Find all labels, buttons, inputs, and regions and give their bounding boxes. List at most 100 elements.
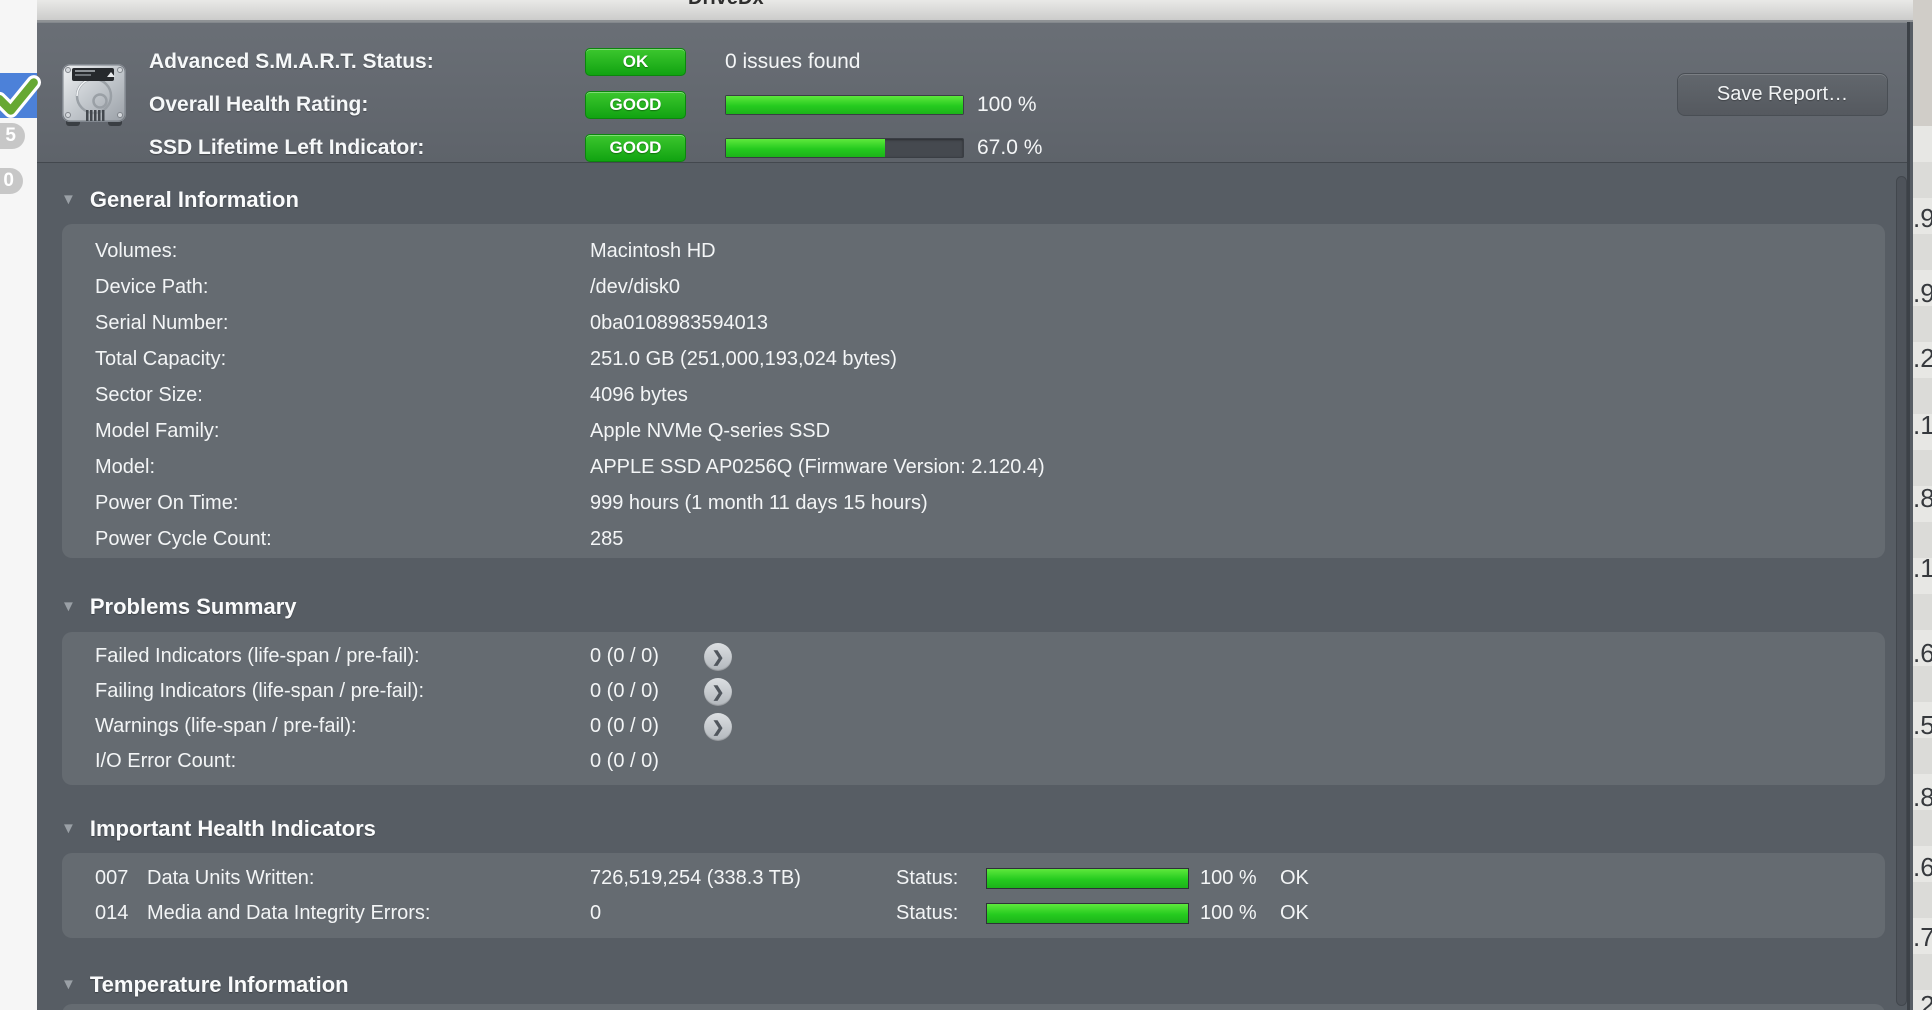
partial-value: .6 bbox=[1913, 639, 1932, 667]
row-label: Serial Number: bbox=[95, 311, 229, 334]
row-value: /dev/disk0 bbox=[590, 275, 681, 298]
ssd-lifetime-bar bbox=[725, 138, 964, 158]
health-indicators-card: 007 Data Units Written: 726,519,254 (338… bbox=[62, 853, 1885, 938]
indicator-id: 007 bbox=[95, 867, 129, 889]
ssd-lifetime-label: SSD Lifetime Left Indicator: bbox=[149, 136, 425, 159]
section-title: Temperature Information bbox=[89, 972, 349, 997]
background-window-sliver-top bbox=[1913, 0, 1932, 126]
info-row: Model Family: Apple NVMe Q-series SSD bbox=[62, 413, 1885, 449]
indicator-value: 726,519,254 (338.3 TB) bbox=[590, 867, 801, 889]
section-header-health[interactable]: ▼ Important Health Indicators bbox=[61, 816, 376, 841]
ssd-lifetime-percent: 67.0 % bbox=[977, 136, 1043, 159]
partial-value: .8 bbox=[1913, 484, 1932, 512]
section-title: Problems Summary bbox=[89, 594, 297, 619]
problem-row: Warnings (life-span / pre-fail): 0 (0 / … bbox=[62, 709, 1885, 744]
partial-value: .9 bbox=[1913, 204, 1932, 232]
hard-drive-icon bbox=[62, 64, 126, 126]
info-row: Volumes: Macintosh HD bbox=[62, 233, 1885, 269]
green-checkmark-icon bbox=[0, 75, 41, 118]
status-label: Status: bbox=[896, 902, 959, 924]
row-label: Sector Size: bbox=[95, 383, 203, 406]
row-value: APPLE SSD AP0256Q (Firmware Version: 2.1… bbox=[590, 455, 1045, 478]
health-rating-percent: 100 % bbox=[977, 93, 1037, 116]
temperature-card bbox=[62, 1004, 1885, 1010]
indicator-status-bar bbox=[986, 902, 1189, 924]
info-row: Model: APPLE SSD AP0256Q (Firmware Versi… bbox=[62, 449, 1885, 485]
smart-status-label: Advanced S.M.A.R.T. Status: bbox=[149, 50, 434, 73]
selected-drive-tile[interactable] bbox=[0, 73, 41, 118]
row-label: Device Path: bbox=[95, 275, 209, 298]
save-report-button[interactable]: Save Report… bbox=[1677, 73, 1888, 116]
problems-summary-card: Failed Indicators (life-span / pre-fail)… bbox=[62, 632, 1885, 785]
background-window-sliver: .9 .9 .2 .1 .8 .1 .6 .5 .8 .6 .7 .2 bbox=[1913, 126, 1932, 1010]
row-value: 0 (0 / 0) bbox=[590, 750, 659, 772]
drive-list-strip: 5 0 bbox=[0, 0, 41, 1010]
partial-value: .2 bbox=[1913, 991, 1932, 1010]
section-title: General Information bbox=[89, 187, 299, 212]
drive-count-badge[interactable]: 0 bbox=[0, 168, 23, 194]
row-label: Model Family: bbox=[95, 419, 220, 442]
indicator-row: 014 Media and Data Integrity Errors: 0 S… bbox=[62, 896, 1885, 931]
drivedx-window: Advanced S.M.A.R.T. Status: Overall Heal… bbox=[37, 22, 1910, 1010]
section-header-general[interactable]: ▼ General Information bbox=[61, 187, 299, 212]
disclosure-triangle-icon[interactable]: ▼ bbox=[61, 191, 76, 208]
indicator-status-bar-fill bbox=[987, 903, 1188, 923]
status-badge-good: GOOD bbox=[585, 91, 686, 119]
row-label: Total Capacity: bbox=[95, 347, 227, 370]
row-value: 0ba0108983594013 bbox=[590, 311, 768, 334]
indicator-label: Data Units Written: bbox=[147, 867, 315, 889]
row-value: 0 (0 / 0) bbox=[590, 715, 659, 737]
issues-found-text: 0 issues found bbox=[725, 50, 861, 73]
partial-value: .1 bbox=[1913, 554, 1932, 582]
row-label: Failing Indicators (life-span / pre-fail… bbox=[95, 680, 425, 702]
indicator-status-bar bbox=[986, 867, 1189, 889]
section-title: Important Health Indicators bbox=[89, 816, 376, 841]
problem-row: Failing Indicators (life-span / pre-fail… bbox=[62, 674, 1885, 709]
status-badge-ok: OK bbox=[585, 48, 686, 76]
health-rating-label: Overall Health Rating: bbox=[149, 93, 369, 116]
health-rating-bar-fill bbox=[726, 96, 963, 114]
partial-value: .1 bbox=[1913, 411, 1932, 439]
row-label: Warnings (life-span / pre-fail): bbox=[95, 715, 357, 737]
disclosure-triangle-icon[interactable]: ▼ bbox=[61, 598, 76, 615]
info-row: Serial Number: 0ba0108983594013 bbox=[62, 305, 1885, 341]
row-label: Volumes: bbox=[95, 239, 178, 262]
indicator-status-bar-fill bbox=[987, 868, 1188, 888]
health-rating-bar bbox=[725, 95, 964, 115]
disclosure-triangle-icon[interactable]: ▼ bbox=[61, 820, 76, 837]
general-information-card: Volumes: Macintosh HD Device Path: /dev/… bbox=[62, 224, 1885, 558]
info-row: Device Path: /dev/disk0 bbox=[62, 269, 1885, 305]
disclosure-triangle-icon[interactable]: ▼ bbox=[61, 976, 76, 993]
problem-row: I/O Error Count: 0 (0 / 0) bbox=[62, 744, 1885, 779]
indicator-state: OK bbox=[1280, 902, 1309, 924]
row-value: 999 hours (1 month 11 days 15 hours) bbox=[590, 491, 928, 514]
row-label: Power On Time: bbox=[95, 491, 239, 514]
row-label: I/O Error Count: bbox=[95, 750, 237, 772]
info-row: Total Capacity: 251.0 GB (251,000,193,02… bbox=[62, 341, 1885, 377]
indicator-value: 0 bbox=[590, 902, 602, 924]
ssd-lifetime-bar-fill bbox=[726, 139, 885, 157]
vertical-scrollbar[interactable] bbox=[1896, 176, 1907, 1006]
detail-arrow-button[interactable]: ❯ bbox=[704, 677, 732, 706]
section-header-problems[interactable]: ▼ Problems Summary bbox=[61, 594, 297, 619]
partial-value: .9 bbox=[1913, 279, 1932, 307]
partial-value: .8 bbox=[1913, 783, 1932, 811]
info-row: Sector Size: 4096 bytes bbox=[62, 377, 1885, 413]
row-value: Apple NVMe Q-series SSD bbox=[590, 419, 831, 442]
info-row: Power Cycle Count: 285 bbox=[62, 521, 1885, 557]
detail-arrow-button[interactable]: ❯ bbox=[704, 712, 732, 741]
indicator-percent: 100 % bbox=[1200, 867, 1257, 889]
problem-row: Failed Indicators (life-span / pre-fail)… bbox=[62, 639, 1885, 674]
row-label: Model: bbox=[95, 455, 156, 478]
row-value: 251.0 GB (251,000,193,024 bytes) bbox=[590, 347, 897, 370]
partial-value: .5 bbox=[1913, 711, 1932, 739]
row-label: Failed Indicators (life-span / pre-fail)… bbox=[95, 645, 420, 667]
drive-count-badge[interactable]: 5 bbox=[0, 123, 25, 149]
detail-arrow-button[interactable]: ❯ bbox=[704, 642, 732, 671]
row-value: 0 (0 / 0) bbox=[590, 645, 659, 667]
row-value: 285 bbox=[590, 527, 624, 550]
row-value: 0 (0 / 0) bbox=[590, 680, 659, 702]
window-titlebar: DriveDx bbox=[37, 0, 1913, 22]
section-header-temperature[interactable]: ▼ Temperature Information bbox=[61, 972, 349, 997]
